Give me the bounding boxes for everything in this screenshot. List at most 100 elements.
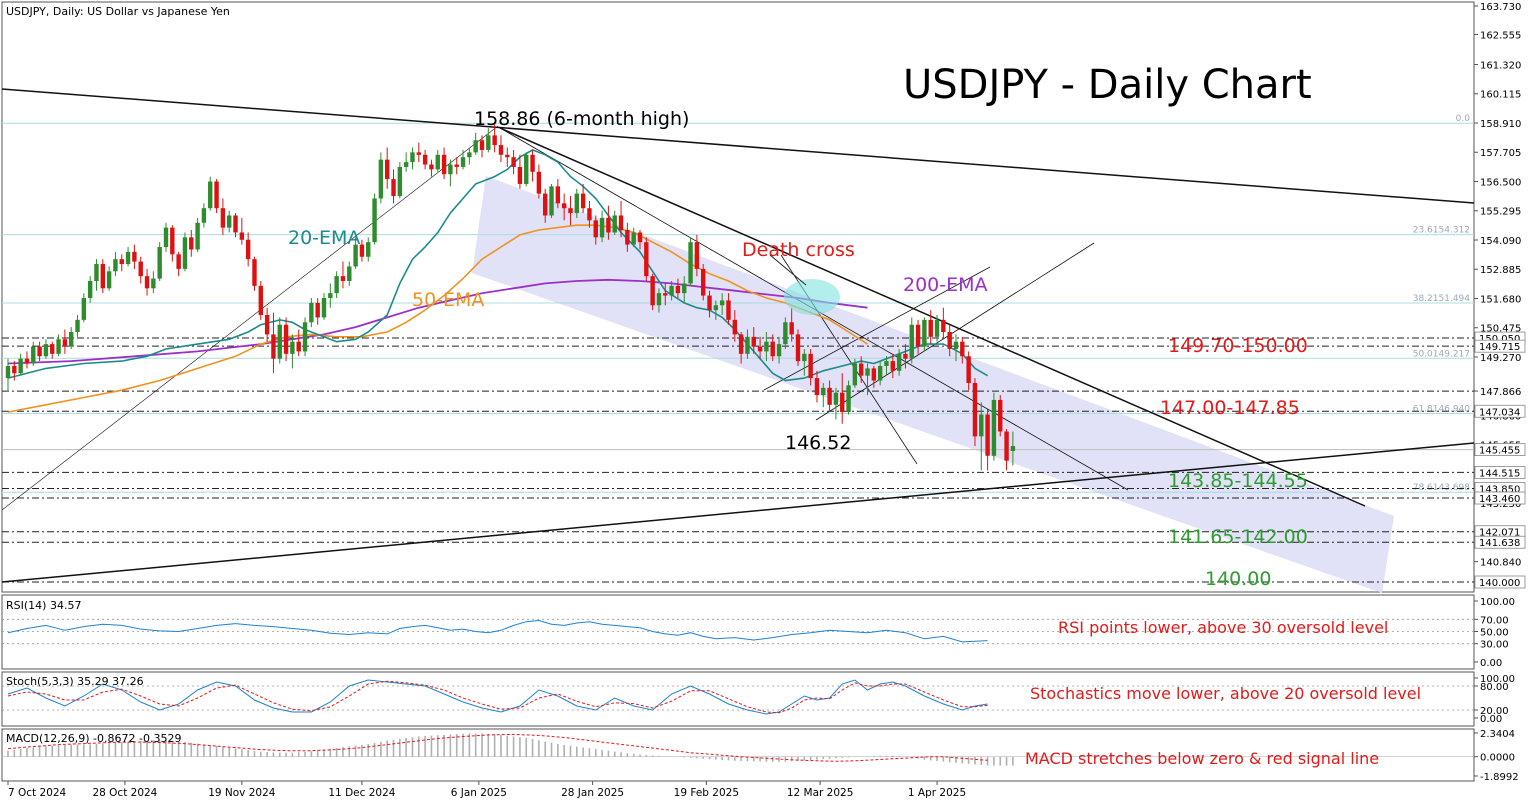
price-axis-tick: 160.115 [1480,90,1521,101]
rsi-axis-tick: 100.00 [1480,597,1515,608]
candle-body [764,341,769,352]
candle-body [966,356,971,383]
x-axis-label: 28 Oct 2024 [92,787,157,799]
macd-signal-line [7,733,988,762]
candle-body [328,293,333,299]
price-highlight-label: 149.715 [1479,342,1520,353]
candle-body [707,295,712,311]
candle-body [625,230,630,245]
candle-body [372,198,377,243]
candle-body [890,361,895,371]
candle-body [732,319,737,335]
candle-body [682,283,687,294]
candle-body [252,259,257,286]
x-axis-label: 11 Dec 2024 [328,787,395,799]
price-highlight-box [1474,466,1526,479]
candle-body [37,346,42,357]
fib-level-label: 38.2151.494 [1413,294,1471,304]
macd-header: MACD(12,26,9) -0.8672 -0.3529 [6,732,181,745]
candle-body [884,361,889,366]
rsi-line [7,619,988,643]
chart-header: USDJPY, Daily: US Dollar vs Japanese Yen [6,5,230,18]
price-axis-tick: 154.090 [1480,236,1521,247]
candle-body [391,179,396,197]
candle-body [220,208,226,228]
price-axis-tick: 150.475 [1480,324,1521,335]
candle-body [94,264,99,282]
candle-body [953,341,959,349]
candle-body [991,399,997,456]
candle-body [498,145,504,155]
candle-body [195,222,200,250]
candle-body [776,344,782,357]
rise-line [1,125,499,511]
candle-body [745,336,750,354]
level-140-label: 140.00 [1205,568,1271,590]
candle-body [896,353,902,371]
price-axis-tick: 151.680 [1480,294,1521,305]
candle-body [201,208,207,223]
price-axis-tick: 163.730 [1480,2,1521,13]
rsi-note: RSI points lower, above 30 oversold leve… [1058,618,1388,637]
fib-level-label: 23.6154.312 [1413,226,1470,236]
x-axis-label: 28 Jan 2025 [561,787,624,799]
macd-axis-tick: -1.8992 [1480,772,1519,783]
candle-body [524,154,529,184]
price-highlight-label: 140.000 [1479,578,1520,589]
candle-body [271,334,276,359]
candle-body [170,227,175,255]
candle-body [934,319,940,337]
candle-body [903,353,908,359]
candle-body [302,322,308,352]
candle-body [81,298,87,320]
fib-level-label: 0.0 [1456,114,1471,124]
price-axis-tick: 156.500 [1480,177,1521,188]
macd-axis-tick: 0.0000 [1480,753,1515,764]
candle-body [517,166,523,184]
candle-body [315,302,320,318]
candle-body [972,382,978,437]
candle-body [441,154,447,175]
candle-body [5,365,11,379]
fib-level-label: 78.6143.698 [1413,483,1471,493]
candle-body [334,276,339,294]
price-axis-tick: 158.910 [1480,119,1521,130]
candle-body [1010,446,1016,451]
candle-body [138,261,143,277]
candle-body [119,259,124,265]
candle-body [821,387,826,396]
candle-body [321,298,327,318]
candle-body [87,281,93,299]
x-axis-label: 19 Feb 2025 [674,787,739,799]
candle-body [460,157,466,167]
candle-body [631,232,636,245]
ema20-label: 20-EMA [288,227,360,249]
candle-body [644,242,649,277]
candle-body [612,215,617,233]
candle-body [309,302,314,323]
candle-body [264,314,270,335]
stoch-header: Stoch(5,3,3) 35.29 37.26 [6,675,144,688]
candle-body [18,358,23,374]
price-highlight-box [1474,535,1526,549]
candle-body [922,319,927,347]
candle-body [397,166,403,197]
candle-body [24,358,30,364]
price-highlight-label: 145.455 [1479,446,1520,457]
candle-body [214,181,219,209]
candle-body [157,247,162,279]
candle-body [726,300,731,320]
candle-body [599,217,605,238]
price-highlight-box [1474,339,1526,353]
candle-body [1004,431,1009,461]
ema50-line [7,224,868,413]
candle-body [808,353,813,379]
candle-body [827,387,832,405]
candle-body [435,154,440,170]
stoch-panel [1,671,1475,727]
zone-147-label: 147.00-147.85 [1160,397,1300,419]
candle-body [208,181,213,209]
candle-body [701,268,706,296]
candle-body [587,208,592,221]
